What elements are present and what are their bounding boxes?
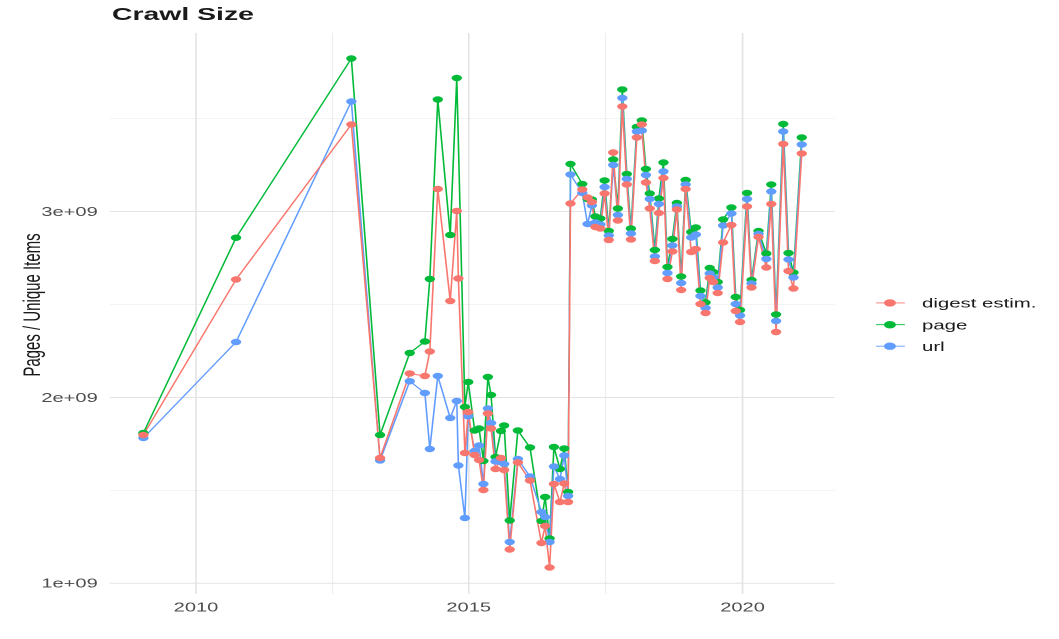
svg-text:2e+09: 2e+09 — [41, 391, 97, 405]
svg-text:2015: 2015 — [446, 600, 491, 614]
svg-text:2010: 2010 — [174, 600, 219, 614]
svg-text:Pages / Unique Items: Pages / Unique Items — [20, 233, 46, 376]
svg-text:page: page — [922, 318, 967, 332]
svg-text:2020: 2020 — [720, 600, 765, 614]
svg-text:Crawl Size: Crawl Size — [112, 5, 254, 25]
svg-text:1e+09: 1e+09 — [41, 576, 97, 590]
svg-text:url: url — [922, 340, 945, 354]
svg-text:3e+09: 3e+09 — [41, 205, 97, 219]
svg-text:digest estim.: digest estim. — [922, 296, 1036, 310]
